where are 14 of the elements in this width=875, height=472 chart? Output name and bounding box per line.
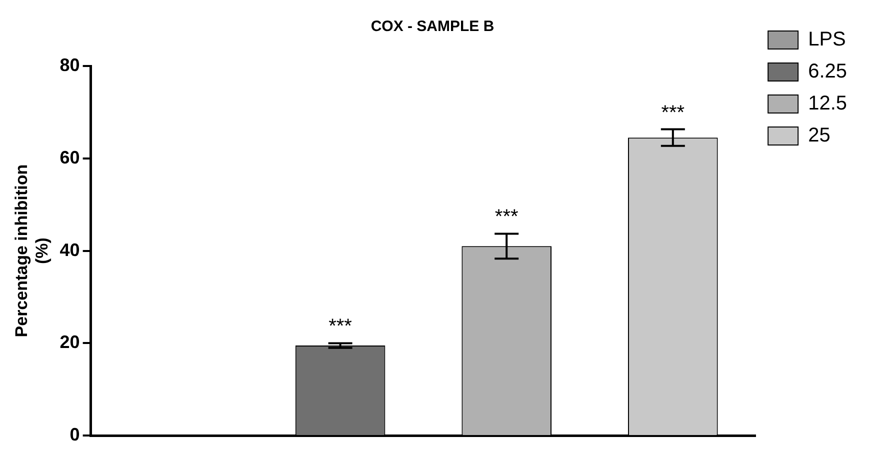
data-label: *** <box>494 206 518 228</box>
legend-label: 25 <box>808 124 830 147</box>
data-label: *** <box>661 102 685 124</box>
legend-label: 6.25 <box>808 60 848 83</box>
y-tick-label: 40 <box>60 240 80 260</box>
y-tick-label: 80 <box>60 54 80 75</box>
legend-label: LPS <box>808 28 846 51</box>
y-axis-title: Percentage inhibition (%) <box>12 164 52 338</box>
y-tick-label: 0 <box>70 424 80 445</box>
y-tick-label: 60 <box>60 147 80 168</box>
legend-label: 12.5 <box>808 92 848 115</box>
y-tick-label: 20 <box>60 332 80 352</box>
chart-title: COX - SAMPLE B <box>370 18 494 36</box>
data-label: *** <box>328 316 352 338</box>
